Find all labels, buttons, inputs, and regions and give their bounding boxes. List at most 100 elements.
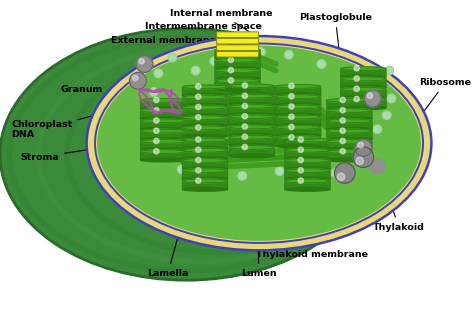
Ellipse shape bbox=[276, 124, 320, 127]
Ellipse shape bbox=[276, 105, 320, 109]
Ellipse shape bbox=[327, 158, 372, 162]
Circle shape bbox=[289, 104, 294, 109]
Ellipse shape bbox=[327, 138, 372, 141]
Ellipse shape bbox=[285, 167, 330, 171]
Text: Ribosome: Ribosome bbox=[386, 78, 471, 162]
Ellipse shape bbox=[182, 116, 228, 119]
FancyBboxPatch shape bbox=[215, 60, 260, 69]
Circle shape bbox=[139, 58, 145, 64]
Ellipse shape bbox=[327, 148, 372, 152]
FancyBboxPatch shape bbox=[275, 106, 321, 116]
Ellipse shape bbox=[229, 104, 274, 108]
FancyBboxPatch shape bbox=[182, 127, 228, 137]
Text: Granum: Granum bbox=[61, 85, 142, 105]
FancyBboxPatch shape bbox=[182, 97, 228, 106]
Ellipse shape bbox=[341, 98, 386, 101]
FancyBboxPatch shape bbox=[229, 137, 274, 146]
Circle shape bbox=[196, 168, 201, 173]
Circle shape bbox=[196, 114, 201, 120]
Ellipse shape bbox=[182, 188, 228, 191]
FancyBboxPatch shape bbox=[275, 137, 321, 146]
FancyBboxPatch shape bbox=[182, 170, 228, 179]
FancyBboxPatch shape bbox=[285, 170, 330, 179]
Ellipse shape bbox=[182, 146, 228, 150]
Circle shape bbox=[354, 96, 359, 102]
Ellipse shape bbox=[182, 85, 228, 89]
Circle shape bbox=[340, 128, 346, 133]
FancyBboxPatch shape bbox=[285, 140, 330, 149]
Ellipse shape bbox=[215, 79, 260, 83]
Circle shape bbox=[150, 88, 158, 96]
Ellipse shape bbox=[215, 67, 260, 71]
Circle shape bbox=[154, 108, 159, 113]
FancyBboxPatch shape bbox=[340, 78, 386, 88]
Circle shape bbox=[335, 163, 355, 183]
Circle shape bbox=[196, 104, 201, 110]
Ellipse shape bbox=[276, 85, 320, 88]
Ellipse shape bbox=[182, 169, 228, 173]
Circle shape bbox=[370, 159, 385, 174]
Circle shape bbox=[376, 81, 384, 90]
Ellipse shape bbox=[276, 93, 320, 97]
FancyBboxPatch shape bbox=[140, 100, 186, 109]
Ellipse shape bbox=[182, 158, 228, 162]
Circle shape bbox=[242, 124, 247, 129]
Circle shape bbox=[154, 97, 159, 103]
FancyBboxPatch shape bbox=[182, 140, 228, 149]
Circle shape bbox=[228, 47, 234, 52]
Circle shape bbox=[365, 90, 381, 107]
Ellipse shape bbox=[182, 105, 228, 109]
Ellipse shape bbox=[141, 138, 185, 141]
Ellipse shape bbox=[229, 123, 274, 127]
Circle shape bbox=[196, 94, 201, 99]
FancyBboxPatch shape bbox=[229, 147, 274, 156]
Circle shape bbox=[340, 108, 346, 113]
FancyBboxPatch shape bbox=[140, 120, 186, 130]
FancyBboxPatch shape bbox=[340, 89, 386, 98]
Circle shape bbox=[191, 66, 200, 75]
FancyBboxPatch shape bbox=[229, 96, 274, 105]
Circle shape bbox=[298, 137, 303, 142]
Circle shape bbox=[275, 167, 284, 175]
Ellipse shape bbox=[229, 125, 274, 129]
FancyBboxPatch shape bbox=[229, 106, 274, 115]
Ellipse shape bbox=[229, 115, 274, 118]
Circle shape bbox=[238, 172, 246, 180]
Ellipse shape bbox=[285, 146, 330, 150]
Circle shape bbox=[196, 137, 201, 142]
Circle shape bbox=[356, 157, 364, 165]
Ellipse shape bbox=[229, 145, 274, 149]
Circle shape bbox=[228, 78, 234, 83]
FancyBboxPatch shape bbox=[275, 86, 321, 95]
FancyBboxPatch shape bbox=[327, 120, 372, 130]
Ellipse shape bbox=[215, 77, 260, 81]
FancyBboxPatch shape bbox=[140, 110, 186, 119]
Ellipse shape bbox=[141, 158, 185, 162]
Circle shape bbox=[327, 141, 335, 149]
Text: Thylakoid: Thylakoid bbox=[360, 108, 425, 232]
Circle shape bbox=[387, 94, 395, 103]
Circle shape bbox=[340, 97, 346, 103]
Ellipse shape bbox=[182, 95, 228, 99]
Ellipse shape bbox=[285, 138, 330, 142]
Ellipse shape bbox=[141, 150, 185, 153]
Text: Intermembrane space: Intermembrane space bbox=[145, 22, 262, 41]
Ellipse shape bbox=[229, 94, 274, 98]
FancyBboxPatch shape bbox=[217, 38, 259, 44]
Ellipse shape bbox=[229, 103, 274, 106]
Ellipse shape bbox=[341, 96, 386, 100]
Circle shape bbox=[242, 144, 247, 150]
Circle shape bbox=[354, 66, 359, 71]
FancyBboxPatch shape bbox=[340, 68, 386, 78]
Ellipse shape bbox=[182, 126, 228, 130]
Circle shape bbox=[289, 114, 294, 119]
Circle shape bbox=[196, 84, 201, 89]
Circle shape bbox=[355, 134, 363, 143]
Circle shape bbox=[242, 103, 247, 109]
Ellipse shape bbox=[229, 84, 274, 88]
Circle shape bbox=[354, 76, 359, 81]
Ellipse shape bbox=[276, 115, 320, 119]
Ellipse shape bbox=[285, 148, 330, 152]
Ellipse shape bbox=[182, 134, 228, 138]
Circle shape bbox=[182, 139, 191, 148]
